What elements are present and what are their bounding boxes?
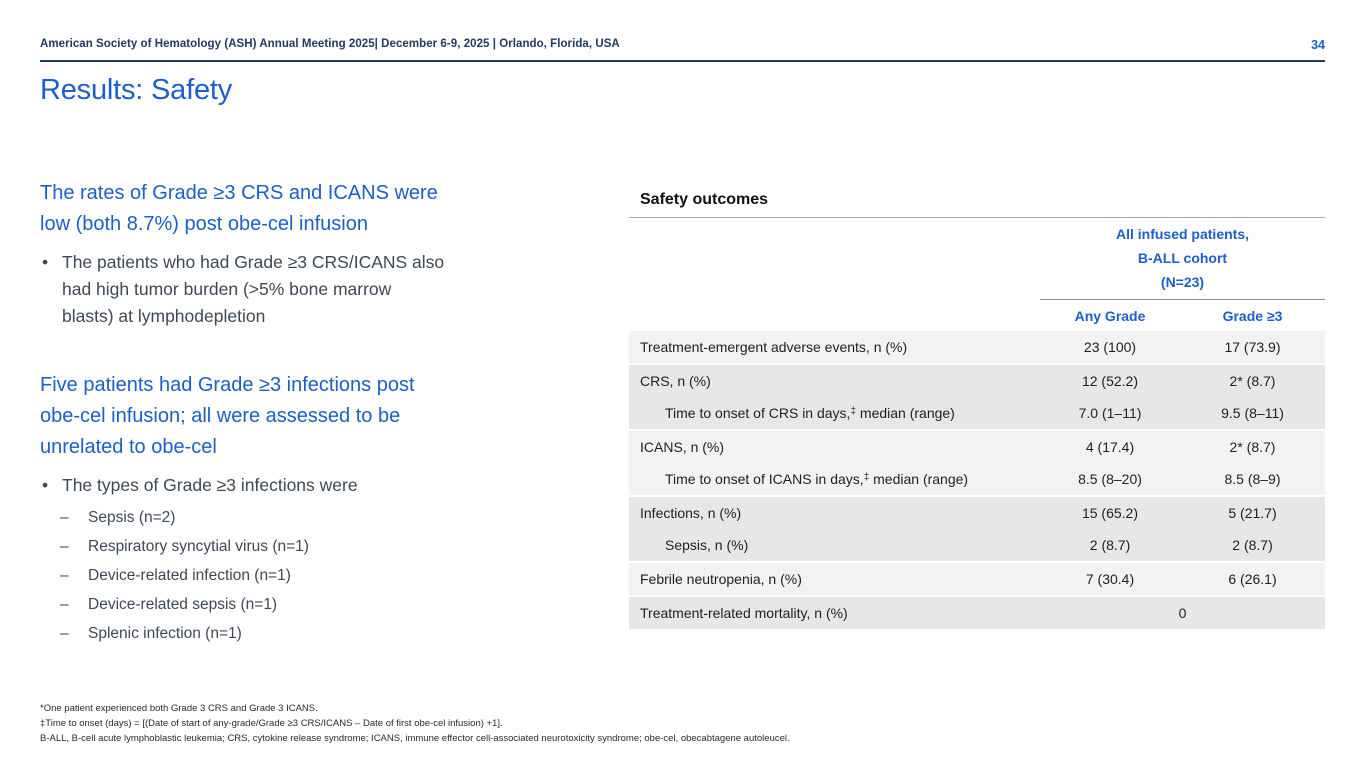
table-title: Safety outcomes (640, 191, 769, 208)
cell-grade3: 9.5 (8–11) (1221, 405, 1284, 421)
text-line: The rates of Grade ≥3 CRS and ICANS were (40, 182, 438, 204)
cell-grade3: 2 (8.7) (1232, 537, 1273, 553)
column-header-row: Any Grade Grade ≥3 (629, 300, 1325, 331)
page-title: Results: Safety (40, 74, 233, 106)
infection-types-list: Sepsis (n=2) Respiratory syncytial virus … (40, 508, 600, 644)
table-row: Febrile neutropenia, n (%) 7 (30.4) 6 (26.… (629, 563, 1325, 595)
bullet-list-2: The types of Grade ≥3 infections were (40, 472, 600, 499)
spacer (629, 218, 1040, 300)
bullet-item: The types of Grade ≥3 infections were (40, 472, 600, 499)
text-line: (N=23) (1160, 274, 1205, 290)
table-row: Treatment-related mortality, n (%) 0 (629, 597, 1325, 629)
meeting-info: American Society of Hematology (ASH) Ann… (40, 38, 620, 50)
table-row: Time to onset of ICANS in days,‡ median … (629, 463, 1325, 495)
column-header-any-grade: Any Grade (1074, 308, 1146, 324)
row-label: Treatment-related mortality, n (%) (640, 605, 848, 621)
row-label: Infections, n (%) (640, 505, 742, 521)
row-label: ICANS, n (%) (640, 439, 725, 455)
cell-grade3: 17 (73.9) (1224, 339, 1281, 355)
cell-any-grade: 23 (100) (1083, 339, 1137, 355)
cell-grade3: 2* (8.7) (1229, 373, 1276, 389)
table-row: Treatment-emergent adverse events, n (%)… (629, 331, 1325, 363)
bullet-item: The patients who had Grade ≥3 CRS/ICANS … (40, 249, 600, 330)
row-label: Febrile neutropenia, n (%) (640, 571, 802, 587)
text-line: B-ALL cohort (1137, 250, 1228, 266)
cell-any-grade: 15 (65.2) (1081, 505, 1139, 521)
cell-any-grade: 4 (17.4) (1085, 439, 1135, 455)
infection-type-item: Splenic infection (n=1) (40, 624, 600, 644)
text-line: blasts) at lymphodepletion (62, 306, 266, 326)
table-row: Sepsis, n (%) 2 (8.7) 2 (8.7) (629, 529, 1325, 561)
footnote-line: *One patient experienced both Grade 3 CR… (40, 703, 318, 714)
footnote-line: ‡Time to onset (days) = [(Date of start … (40, 718, 503, 729)
safety-outcomes-table: Safety outcomes All infused patients, B-A… (629, 190, 1325, 629)
table-title-divider (629, 217, 1325, 218)
infection-type-item: Device-related sepsis (n=1) (40, 595, 600, 615)
infection-type-item: Respiratory syncytial virus (n=1) (40, 537, 600, 557)
text-line: Five patients had Grade ≥3 infections po… (40, 374, 415, 396)
left-column: The rates of Grade ≥3 CRS and ICANS were… (40, 178, 600, 644)
cell-any-grade: 2 (8.7) (1089, 537, 1131, 553)
cell-grade3: 5 (21.7) (1228, 505, 1277, 521)
cell-any-grade: 7 (30.4) (1085, 571, 1135, 587)
text-line: The types of Grade ≥3 infections were (62, 475, 358, 495)
column-header-grade3: Grade ≥3 (1222, 308, 1283, 324)
row-label: CRS, n (%) (640, 373, 711, 389)
key-message-crs-icans: The rates of Grade ≥3 CRS and ICANS were… (40, 178, 600, 240)
footnote-marker: ‡ (863, 472, 870, 483)
row-label: Treatment-emergent adverse events, n (%) (640, 339, 908, 355)
cell-grade3: 8.5 (8–9) (1224, 471, 1281, 487)
infection-type-item: Sepsis (n=2) (40, 508, 600, 528)
cell-grade3: 2* (8.7) (1229, 439, 1276, 455)
infection-type-item: Device-related infection (n=1) (40, 566, 600, 586)
table-row: CRS, n (%) 12 (52.2) 2* (8.7) (629, 365, 1325, 397)
column-group-header: All infused patients, B-ALL cohort (N=23) (1040, 218, 1325, 300)
table-body: Treatment-emergent adverse events, n (%)… (629, 331, 1325, 629)
row-label: Time to onset of ICANS in days,‡ median … (665, 471, 969, 487)
table-row: Time to onset of CRS in days,‡ median (r… (629, 397, 1325, 429)
cell-grade3: 6 (26.1) (1228, 571, 1277, 587)
cell-any-grade: 8.5 (8–20) (1078, 471, 1142, 487)
column-group-header-row: All infused patients, B-ALL cohort (N=23) (629, 218, 1325, 300)
page-number: 34 (1311, 38, 1325, 52)
text-line: The patients who had Grade ≥3 CRS/ICANS … (62, 252, 445, 272)
footnotes: *One patient experienced both Grade 3 CR… (40, 701, 790, 746)
table-row: ICANS, n (%) 4 (17.4) 2* (8.7) (629, 431, 1325, 463)
row-label: Sepsis, n (%) (665, 537, 749, 553)
text-line: obe-cel infusion; all were assessed to b… (40, 405, 401, 427)
cell-any-grade: 7.0 (1–11) (1078, 405, 1142, 421)
text-line: unrelated to obe-cel (40, 436, 217, 458)
slide-header: American Society of Hematology (ASH) Ann… (40, 38, 1325, 52)
key-message-infections: Five patients had Grade ≥3 infections po… (40, 370, 600, 463)
cell-merged-value: 0 (1178, 605, 1187, 621)
table-row: Infections, n (%) 15 (65.2) 5 (21.7) (629, 497, 1325, 529)
bullet-list-1: The patients who had Grade ≥3 CRS/ICANS … (40, 249, 600, 330)
footnote-marker: ‡ (850, 406, 857, 417)
text-line: had high tumor burden (>5% bone marrow (62, 279, 392, 299)
text-line: low (both 8.7%) post obe-cel infusion (40, 213, 368, 235)
text-line: All infused patients, (1115, 226, 1249, 242)
row-label: Time to onset of CRS in days,‡ median (r… (665, 405, 955, 421)
footnote-line: B-ALL, B-cell acute lymphoblastic leukem… (40, 733, 790, 744)
cell-any-grade: 12 (52.2) (1081, 373, 1139, 389)
header-divider (40, 60, 1325, 62)
